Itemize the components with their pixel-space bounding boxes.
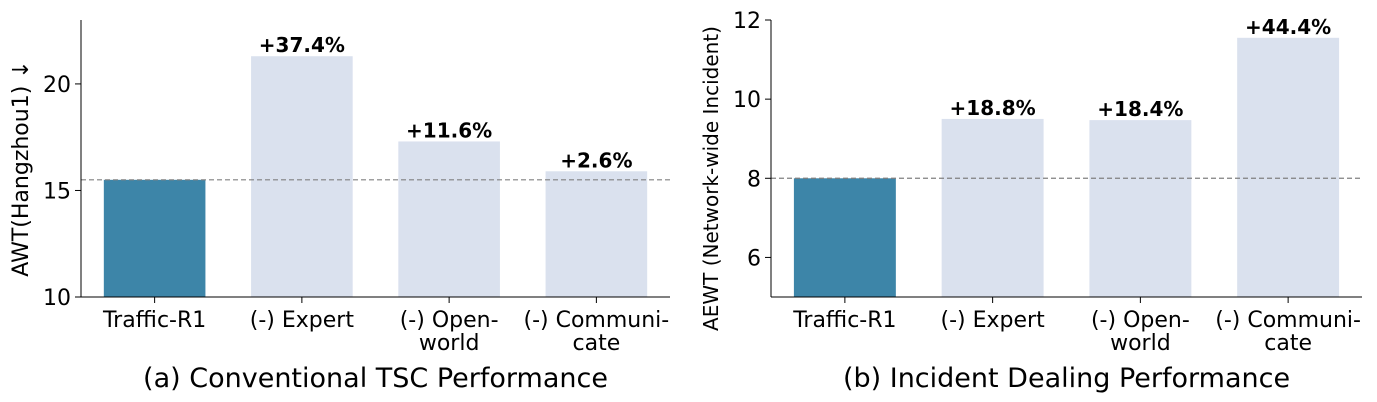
bar [941, 118, 1044, 297]
change-annotation: +44.4% [1245, 15, 1331, 39]
y-axis-label: AEWT (Network-wide Incident) [699, 26, 723, 331]
bar [251, 56, 353, 297]
change-annotation: +2.6% [560, 148, 632, 172]
change-annotation: +11.6% [406, 118, 492, 142]
x-tick-label: (-) Expert [250, 308, 355, 333]
y-tick-label: 20 [43, 73, 71, 98]
x-tick-label: Traffic-R1 [102, 308, 206, 333]
y-tick-label: 8 [747, 167, 761, 192]
chart-title: (b) Incident Dealing Performance [843, 363, 1290, 394]
bar [1237, 37, 1340, 298]
y-tick-label: 15 [43, 179, 71, 204]
y-tick-label: 12 [733, 9, 761, 34]
y-tick-label: 10 [733, 88, 761, 113]
bar [398, 141, 500, 297]
y-tick-label: 6 [747, 246, 761, 271]
x-tick-label: (-) Expert [941, 308, 1046, 333]
bar [103, 179, 206, 297]
x-tick-label: (-) Open-world [1091, 308, 1190, 356]
bar [793, 178, 896, 297]
x-tick-label: (-) Open-world [400, 308, 499, 356]
y-axis-label: AWT(Hangzhou1) ↓ [9, 60, 34, 276]
x-tick-label: (-) Communi-cate [524, 308, 670, 356]
y-tick-label: 10 [43, 286, 71, 311]
change-annotation: +37.4% [259, 33, 345, 57]
bar [545, 171, 648, 297]
chart-title: (a) Conventional TSC Performance [143, 363, 608, 394]
bar [1089, 120, 1192, 297]
x-tick-label: (-) Communi-cate [1215, 308, 1361, 356]
x-tick-label: Traffic-R1 [792, 308, 896, 333]
change-annotation: +18.4% [1097, 97, 1183, 121]
change-annotation: +18.8% [950, 96, 1036, 120]
